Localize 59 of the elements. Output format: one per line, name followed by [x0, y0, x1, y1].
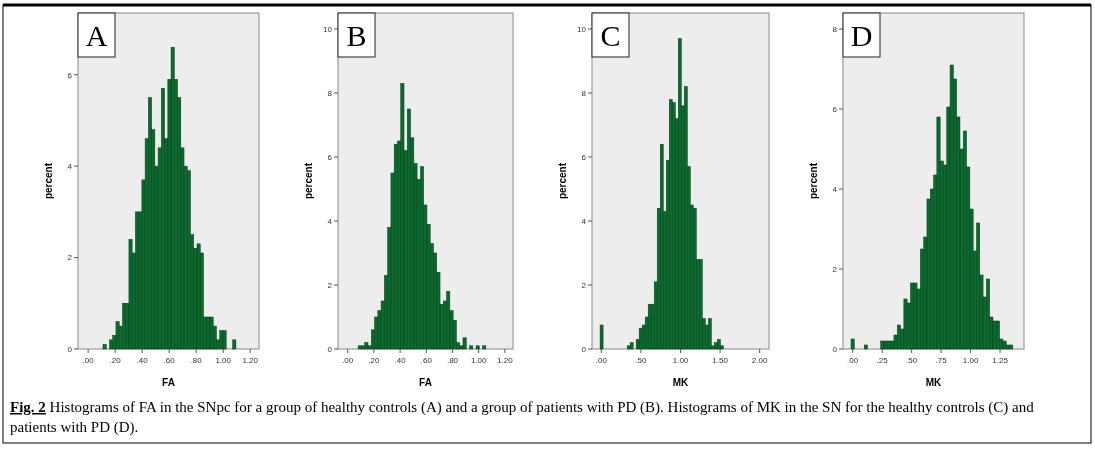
x-tick-label: .00 [82, 356, 95, 365]
x-tick-label: .40 [136, 356, 149, 365]
y-tick-label: 2 [327, 280, 333, 290]
x-tick-label: .00 [342, 356, 354, 365]
chart-title: A [85, 19, 108, 52]
x-tick-label: 1.20 [242, 356, 259, 365]
y-tick-label: 8 [327, 88, 333, 98]
y-tick-label: 8 [581, 88, 587, 98]
y-axis-title: percent [43, 162, 54, 200]
x-tick-label: .80 [190, 356, 203, 365]
y-tick-label: 0 [327, 344, 333, 354]
y-axis-title: percent [303, 162, 314, 200]
x-tick-label: .00 [847, 356, 859, 365]
y-tick-label: 6 [67, 70, 73, 80]
x-tick-label: .50 [906, 356, 918, 365]
y-tick-label: 2 [581, 280, 587, 290]
y-tick-label: 4 [581, 216, 587, 226]
y-tick-label: 4 [832, 184, 838, 194]
chart-title: C [600, 19, 621, 52]
y-tick-label: 4 [327, 216, 333, 226]
y-tick-label: 2 [67, 253, 73, 263]
x-tick-label: .60 [163, 356, 176, 365]
x-tick-label: 1.00 [672, 356, 689, 365]
chart-title: D [850, 19, 873, 52]
x-tick-label: 1.00 [215, 356, 232, 365]
y-tick-label: 10 [577, 24, 587, 34]
x-tick-label: 1.00 [962, 356, 979, 365]
y-tick-label: 8 [832, 24, 838, 34]
y-tick-label: 10 [323, 24, 333, 34]
x-tick-label: .50 [635, 356, 648, 365]
y-tick-label: 0 [832, 344, 838, 354]
x-tick-label: .40 [394, 356, 407, 365]
x-tick-label: .20 [109, 356, 122, 365]
x-tick-label: 1.20 [497, 356, 514, 365]
x-tick-label: 1.50 [712, 356, 729, 365]
x-tick-label: 1.00 [470, 356, 488, 365]
x-tick-label: .25 [876, 356, 889, 365]
x-axis-title: FA [419, 377, 432, 388]
x-axis-title: MK [672, 377, 690, 388]
caption: Fig. 2 [10, 399, 46, 415]
x-axis-title: FA [162, 377, 175, 388]
x-tick-label: 1.25 [992, 356, 1009, 365]
x-tick-label: 2.00 [751, 356, 768, 365]
y-axis-title: percent [557, 162, 568, 200]
y-tick-label: 4 [67, 161, 73, 171]
x-tick-label: .75 [935, 356, 948, 365]
y-tick-label: 2 [832, 264, 838, 274]
y-tick-label: 6 [581, 152, 587, 162]
y-tick-label: 6 [832, 104, 838, 114]
x-tick-label: .20 [368, 356, 380, 365]
x-axis-title: MK [925, 377, 943, 388]
y-axis-title: percent [808, 162, 819, 200]
chart-title: B [346, 19, 367, 52]
y-tick-label: 6 [327, 152, 333, 162]
x-tick-label: .60 [420, 356, 433, 365]
x-tick-label: .80 [446, 356, 459, 365]
y-tick-label: 0 [67, 344, 73, 354]
x-tick-label: .00 [595, 356, 608, 365]
y-tick-label: 0 [581, 344, 587, 354]
